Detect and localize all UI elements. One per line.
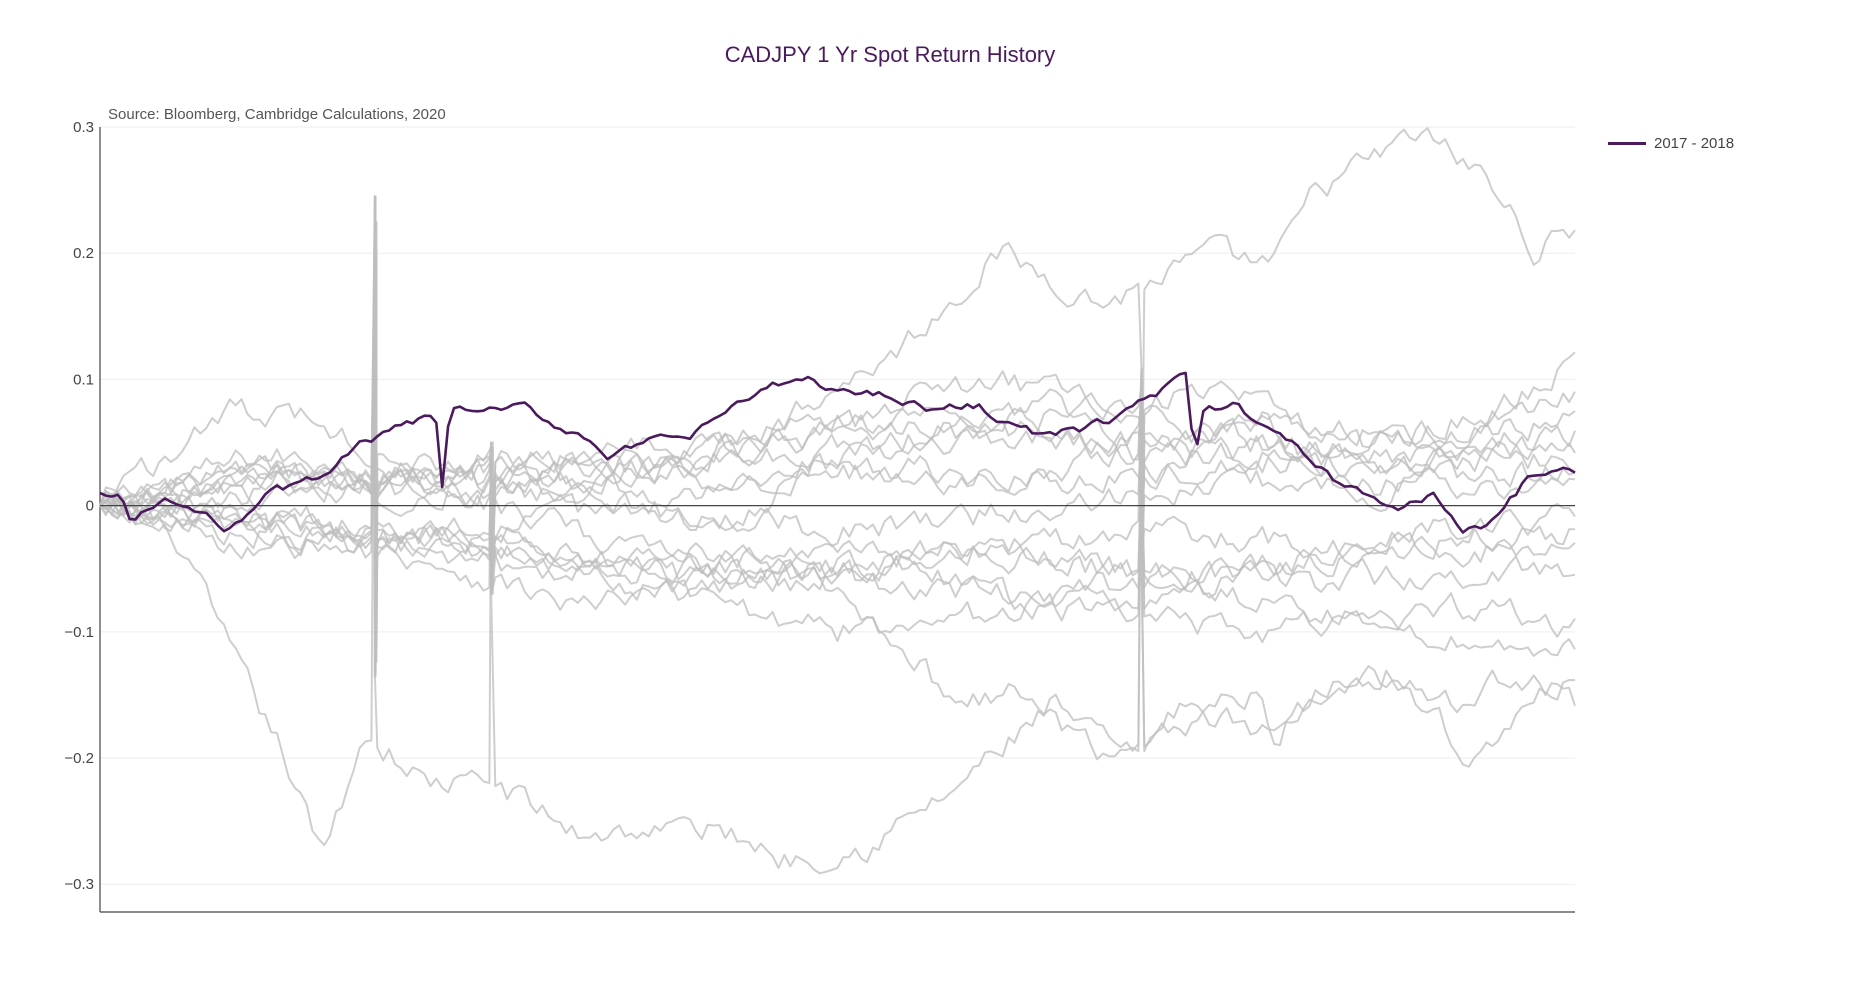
history-series-line [99, 350, 1576, 592]
history-series-line [99, 195, 1576, 677]
highlight-series-group [99, 371, 1576, 534]
history-series-line [99, 324, 1576, 606]
history-series-line [99, 246, 1576, 649]
legend[interactable]: 2017 - 2018 [1608, 135, 1734, 152]
history-series-line [99, 391, 1576, 564]
legend-label-2017-2018: 2017 - 2018 [1654, 135, 1735, 152]
y-tick-label: 0.3 [73, 119, 94, 136]
legend-swatch-2017-2018 [1608, 142, 1646, 145]
history-series-line [99, 402, 1576, 551]
y-tick-label: 0 [86, 498, 94, 515]
grid-lines [100, 126, 1575, 885]
y-tick-label: −0.3 [64, 876, 94, 893]
y-tick-label: −0.2 [64, 750, 94, 767]
history-series-line [99, 298, 1576, 644]
chart-source-note: Source: Bloomberg, Cambridge Calculation… [108, 106, 446, 123]
history-series-line [99, 195, 1576, 875]
chart-title: CADJPY 1 Yr Spot Return History [724, 42, 1056, 67]
history-series-line [99, 221, 1576, 663]
y-axis-ticks: 0.3 0.2 0.1 0 −0.1 −0.2 −0.3 [64, 119, 94, 893]
history-series-line [99, 272, 1576, 635]
series-line-2017-2018 [99, 371, 1576, 534]
history-series-line [99, 195, 1576, 677]
y-tick-label: −0.1 [64, 624, 94, 641]
axes [99, 127, 1575, 913]
history-series-line [99, 127, 1576, 677]
y-tick-label: 0.2 [73, 245, 94, 262]
y-tick-label: 0.1 [73, 371, 94, 388]
history-series-group [99, 127, 1576, 875]
